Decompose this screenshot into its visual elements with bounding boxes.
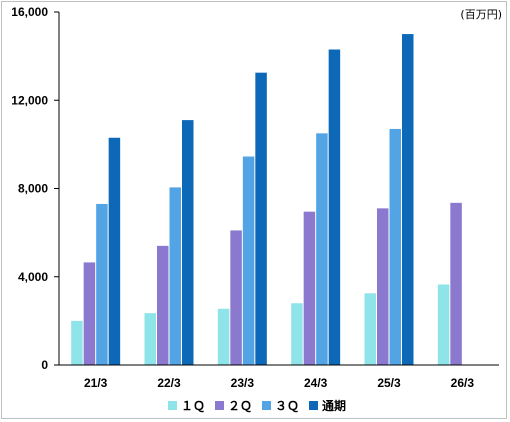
bar-22-3-s4 xyxy=(182,120,194,365)
legend-swatch xyxy=(309,401,318,410)
bar-21-3-s2 xyxy=(83,262,96,365)
legend-swatch xyxy=(168,401,177,410)
y-tick-label: 16,000 xyxy=(11,5,48,19)
bar-24-3-s3 xyxy=(316,133,328,365)
bar-21-3-s3 xyxy=(96,203,108,365)
bar-26-3-s2 xyxy=(450,202,462,365)
x-tick-label: 22/3 xyxy=(157,376,181,390)
bar-24-3-s2 xyxy=(303,211,316,365)
legend-label: 通期 xyxy=(322,398,346,413)
y-tick-label: 8,000 xyxy=(18,182,48,196)
x-tick-label: 21/3 xyxy=(84,376,108,390)
unit-label: (百万円) xyxy=(460,8,502,21)
x-tick-label: 23/3 xyxy=(231,376,255,390)
legend-swatch xyxy=(215,401,224,410)
legend-swatch xyxy=(262,401,271,410)
bar-23-3-s4 xyxy=(255,72,267,365)
bar-21-3-s1 xyxy=(71,320,83,365)
bar-23-3-s1 xyxy=(217,308,230,365)
bar-23-3-s3 xyxy=(242,156,255,365)
bar-22-3-s1 xyxy=(144,313,156,365)
bar-23-3-s2 xyxy=(230,230,242,365)
bar-25-3-s1 xyxy=(364,293,376,365)
y-tick-label: 12,000 xyxy=(11,93,48,107)
bar-24-3-s4 xyxy=(328,49,341,365)
bar-21-3-s4 xyxy=(108,137,121,365)
bar-22-3-s3 xyxy=(169,187,181,365)
bar-25-3-s2 xyxy=(377,208,389,365)
legend-label: ３Ｑ xyxy=(275,399,299,413)
legend: １Ｑ ２Ｑ ３Ｑ 通期 xyxy=(168,398,346,413)
x-tick-label: 24/3 xyxy=(304,376,328,390)
x-tick-label: 26/3 xyxy=(451,376,475,390)
bar-25-3-s3 xyxy=(389,128,401,365)
bar-22-3-s2 xyxy=(157,245,169,365)
y-tick-label: 4,000 xyxy=(18,270,48,284)
bar-24-3-s1 xyxy=(291,303,303,365)
x-tick-label: 25/3 xyxy=(377,376,401,390)
bar-25-3-s4 xyxy=(402,34,414,365)
bar-26-3-s1 xyxy=(437,284,450,365)
legend-label: ２Ｑ xyxy=(228,399,252,413)
legend-label: １Ｑ xyxy=(181,399,205,413)
y-tick-label: 0 xyxy=(41,358,48,372)
